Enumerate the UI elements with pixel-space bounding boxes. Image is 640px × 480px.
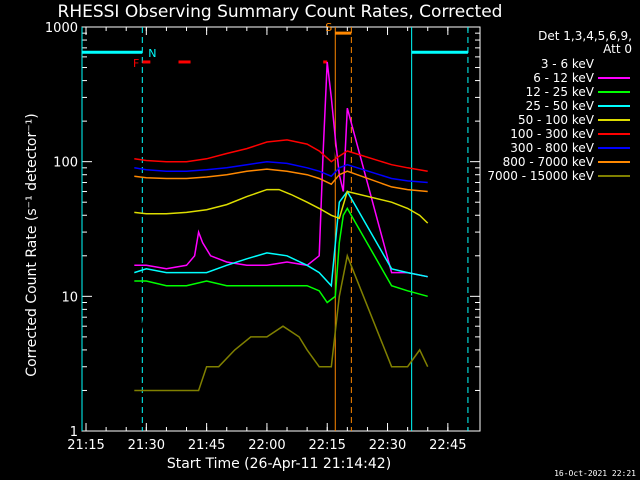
y-tick-label: 100 <box>53 156 78 171</box>
series-line <box>134 190 428 288</box>
legend-label: 7000 - 15000 keV <box>487 169 594 183</box>
legend-header-detectors: Det 1,3,4,5,6,9, <box>538 29 632 43</box>
legend-label: 6 - 12 keV <box>533 71 595 85</box>
x-tick-label: 22:45 <box>429 438 466 453</box>
legend-header-attenuator: Att 0 <box>603 42 632 56</box>
legend-label: 100 - 300 keV <box>510 127 594 141</box>
flag-label: N <box>148 47 156 60</box>
legend-label: 3 - 6 keV <box>541 57 595 71</box>
plot-frame <box>81 26 481 432</box>
series-line <box>133 107 429 351</box>
series-line <box>134 206 428 304</box>
timestamp-footer: 16-Oct-2021 22:21 <box>554 469 636 478</box>
plot-area: NF S <box>81 21 481 432</box>
chart-title: RHESSI Observing Summary Count Rates, Co… <box>58 2 503 22</box>
x-tick-label: 22:15 <box>308 438 345 453</box>
legend-label: 800 - 7000 keV <box>503 155 595 169</box>
series-line <box>134 139 428 172</box>
flag-label: S <box>325 21 332 34</box>
legend-label: 25 - 50 keV <box>526 99 595 113</box>
x-tick-label: 21:30 <box>128 438 165 453</box>
x-tick-label: 22:00 <box>248 438 285 453</box>
x-axis-label: Start Time (26-Apr-11 21:14:42) <box>167 456 391 472</box>
y-tick-label: 10 <box>61 290 78 305</box>
series-line <box>134 168 428 193</box>
series-line <box>134 160 428 184</box>
legend-label: 12 - 25 keV <box>526 85 595 99</box>
x-tick-label: 22:30 <box>369 438 406 453</box>
series-line <box>134 188 429 224</box>
x-tick-label: 21:15 <box>67 438 104 453</box>
series-line <box>134 253 429 392</box>
legend-label: 50 - 100 keV <box>518 113 595 127</box>
y-tick-label: 1 <box>70 425 78 440</box>
legend-label: 300 - 800 keV <box>510 141 594 155</box>
y-tick-label: 1000 <box>45 21 78 36</box>
y-axis-label: Corrected Count Rate (s⁻¹ detector⁻¹) <box>24 113 40 376</box>
series-line <box>134 61 428 278</box>
flag-label: F <box>133 57 139 70</box>
x-tick-label: 21:45 <box>188 438 225 453</box>
